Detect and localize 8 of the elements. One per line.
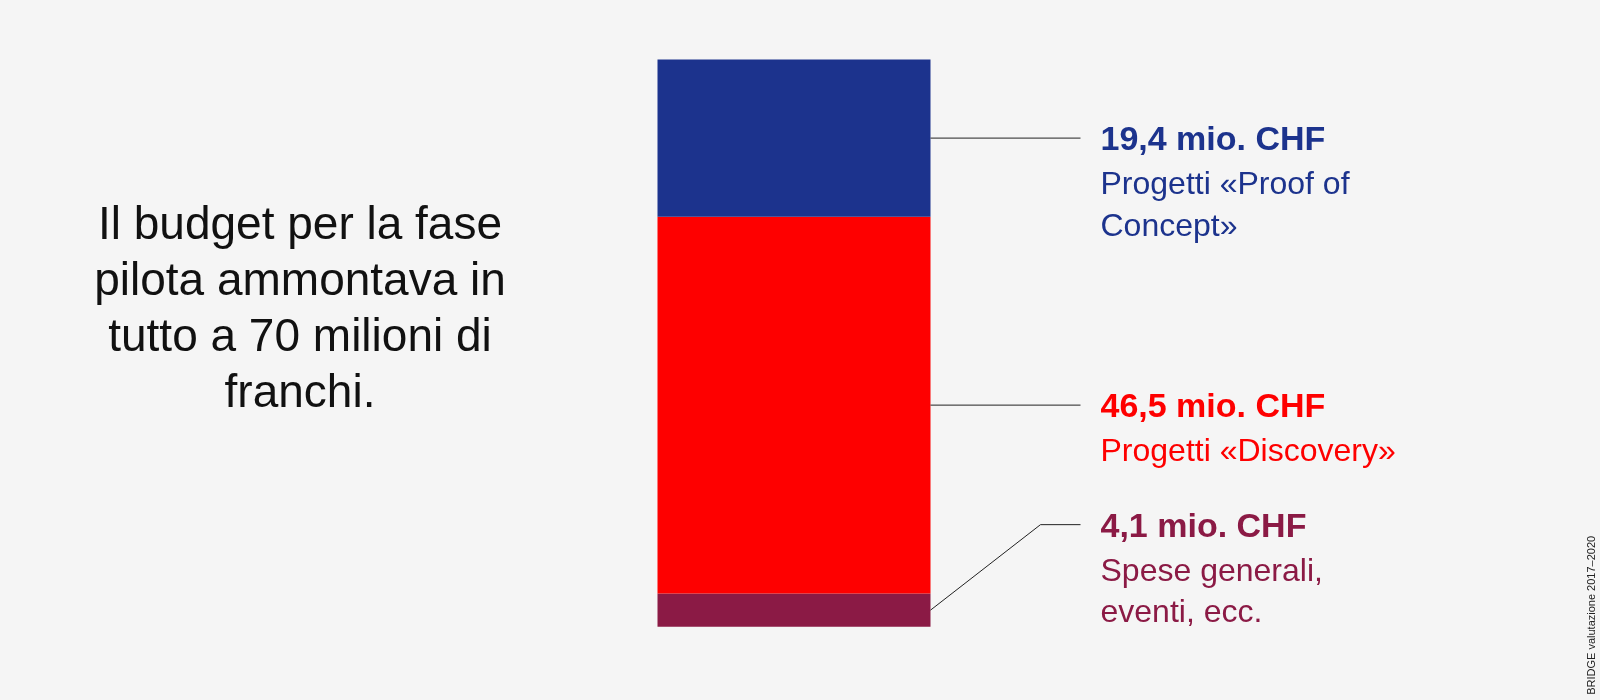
text: Il budget per la fase pilota ammontava in tutto a 70 milioni di franchi.: [93, 196, 507, 419]
data-label: 19,4 mio. CHF: [1100, 119, 1326, 158]
text: Progetti «Proof of Concept»: [1100, 165, 1350, 243]
data-label: 46,5 mio. CHF: [1100, 386, 1326, 425]
text: BRIDGE valutazione 2017–2020: [1584, 535, 1597, 695]
text: Spese generali, eventi, ecc.: [1100, 551, 1323, 630]
data-label: 4,1 mio. CHF: [1100, 505, 1307, 544]
text: Progetti «Discovery»: [1100, 432, 1396, 469]
